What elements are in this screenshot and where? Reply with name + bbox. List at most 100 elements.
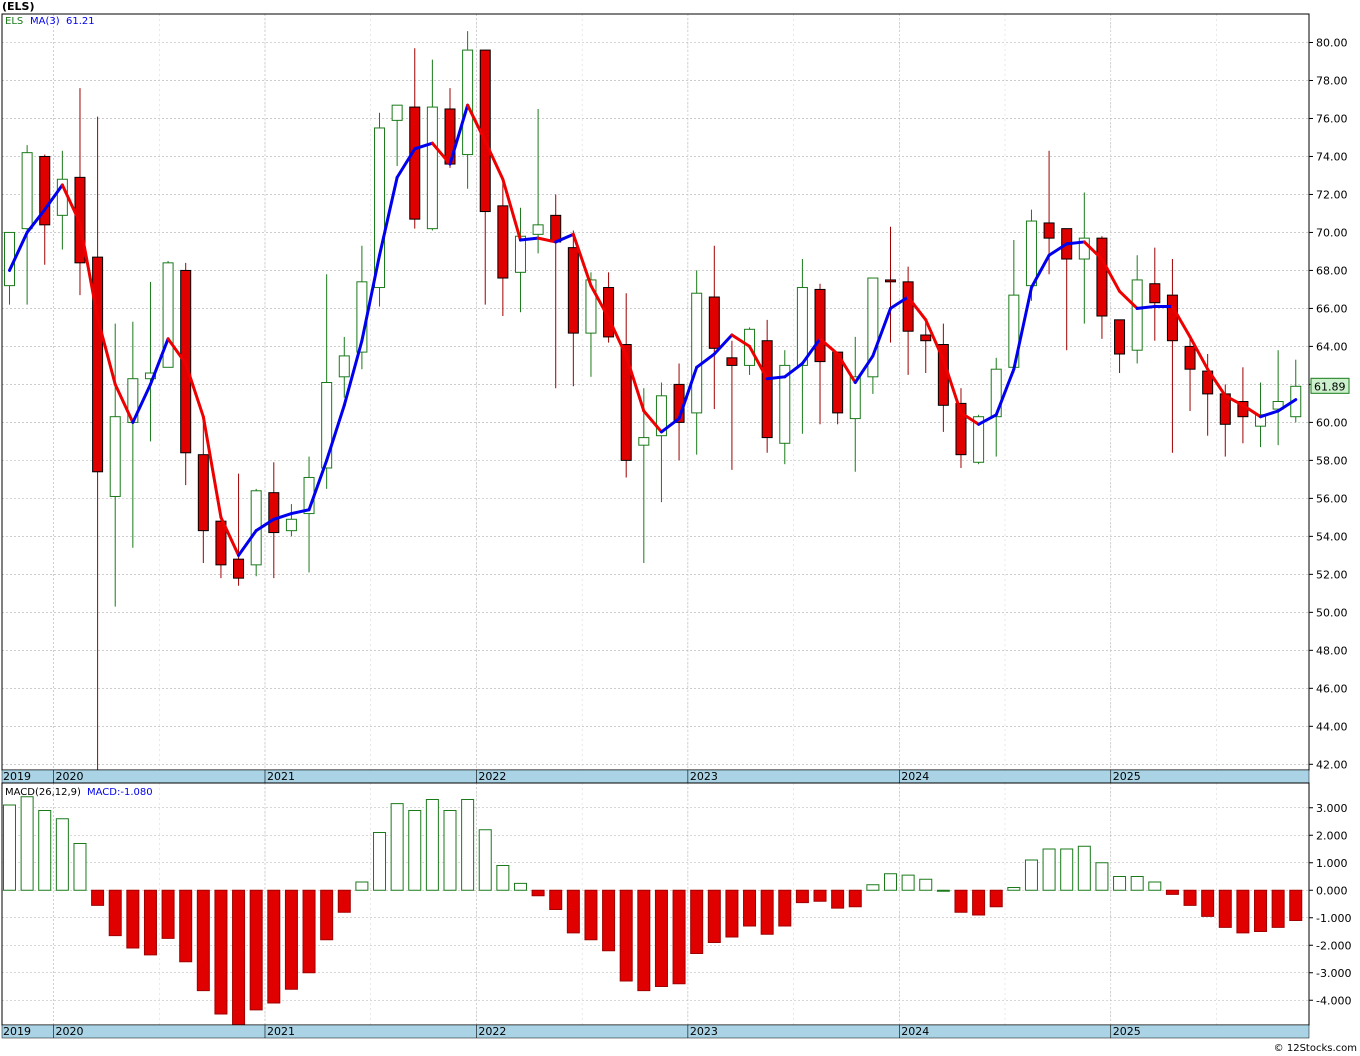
candle — [885, 226, 896, 343]
candle — [1184, 335, 1196, 411]
ma-segment — [1118, 289, 1139, 310]
candle-body-up — [867, 277, 879, 378]
candle — [144, 281, 156, 442]
candle-body-down — [885, 279, 896, 283]
ma-segment — [536, 236, 558, 244]
macd-bar-negative — [760, 889, 774, 935]
candle-body-up — [990, 368, 1002, 418]
legend-ma-value: 61.21 — [66, 16, 95, 27]
macd-bar-negative — [1254, 889, 1268, 932]
macd-bar-positive — [1095, 862, 1109, 891]
date-axis-label: 2024 — [901, 1025, 929, 1038]
candle-body-down — [1149, 283, 1161, 304]
macd-bar-positive — [478, 829, 492, 891]
ma-segment — [871, 306, 892, 358]
candle-body-up — [321, 382, 333, 469]
macd-bar-negative — [196, 889, 210, 992]
price-tick-label: 46.00 — [1316, 682, 1348, 695]
macd-bar-positive — [901, 874, 915, 891]
macd-bar-positive — [73, 843, 87, 891]
ma-segment — [272, 512, 293, 521]
last-price-value: 61.89 — [1314, 380, 1346, 393]
ma-segment — [836, 352, 857, 385]
ma-segment — [941, 358, 963, 415]
macd-bar-positive — [373, 832, 387, 891]
ma-segment — [783, 362, 804, 379]
macd-bar-negative — [1271, 889, 1285, 928]
candle-body-up — [691, 292, 703, 414]
candle-body-up — [426, 106, 438, 230]
date-axis-label: 2019 — [3, 770, 31, 783]
candle-body-down — [1043, 222, 1055, 239]
ma-segment — [1029, 253, 1051, 290]
macd-bar-negative — [531, 889, 545, 897]
macd-bar-negative — [989, 889, 1003, 908]
price-tick-label: 78.00 — [1316, 74, 1348, 87]
date-axis-label: 2022 — [478, 770, 506, 783]
candle-body-down — [92, 256, 104, 473]
candle — [197, 416, 209, 563]
ma-segment — [113, 382, 135, 424]
macd-bar-negative — [179, 889, 193, 963]
candle — [1255, 382, 1267, 448]
price-legend: ELS MA(3) 61.21 — [5, 16, 95, 27]
date-axis-label: 2025 — [1113, 1025, 1141, 1038]
candle-body-down — [920, 334, 932, 342]
candle-body-down — [1184, 345, 1196, 370]
candle-body-up — [338, 355, 350, 378]
candle — [638, 388, 650, 563]
candle — [285, 504, 297, 537]
macd-tick-label: -3.000 — [1316, 967, 1351, 980]
candle-body-up — [162, 262, 174, 368]
macd-bar-negative — [1289, 889, 1303, 921]
ma-segment — [307, 458, 329, 512]
candle-body-down — [567, 247, 579, 334]
macd-bar-negative — [284, 889, 298, 990]
candle-body-down — [233, 558, 245, 579]
ma-segment — [1241, 403, 1263, 419]
candle-body-down — [1114, 319, 1126, 355]
macd-tick-label: 2.000 — [1316, 829, 1348, 842]
date-axis-label: 2023 — [690, 1025, 718, 1038]
macd-bar-negative — [954, 889, 968, 913]
moving-average-line — [8, 103, 1298, 557]
macd-bar-positive — [866, 884, 880, 891]
ma-segment — [148, 337, 170, 386]
ma-segment — [624, 354, 646, 413]
candle-body-down — [1166, 294, 1178, 342]
candle — [92, 116, 104, 770]
macd-bar-positive — [20, 796, 34, 891]
macd-bar-positive — [1060, 848, 1074, 891]
macd-bar-negative — [108, 889, 122, 937]
ma-segment — [800, 337, 822, 366]
macd-bar-positive — [461, 799, 475, 891]
macd-bar-negative — [1183, 889, 1197, 906]
candle-body-down — [197, 454, 209, 532]
ma-segment — [730, 333, 752, 348]
macd-bar-positive — [513, 882, 527, 891]
ma-segment — [289, 508, 311, 516]
price-tick-label: 58.00 — [1316, 454, 1348, 467]
candle — [567, 230, 579, 387]
macd-bar-negative — [795, 889, 809, 904]
candle — [321, 274, 333, 489]
macd-bar-negative — [672, 889, 686, 985]
ma-segment — [607, 316, 628, 358]
ma-segment — [254, 517, 276, 533]
candle-body-up — [796, 287, 808, 366]
ma-segment — [448, 103, 470, 166]
date-axis-labels-bottom: 2019 2020 2021 2022 2023 2024 2025 — [3, 1025, 1141, 1038]
price-tick-label: 48.00 — [1316, 644, 1348, 657]
macd-tick-label: 3.000 — [1316, 802, 1348, 815]
ma-segment — [237, 529, 258, 557]
candle-body-down — [268, 492, 280, 534]
macd-bar-negative — [831, 889, 845, 909]
price-tick-label: 60.00 — [1316, 416, 1348, 429]
candle-body-up — [391, 104, 403, 121]
price-tick-label: 80.00 — [1316, 36, 1348, 49]
price-tick-label: 50.00 — [1316, 606, 1348, 619]
macd-bar-negative — [848, 889, 862, 908]
candle — [497, 179, 509, 317]
macd-bar-positive — [496, 865, 510, 891]
ma-segment — [1065, 240, 1086, 246]
